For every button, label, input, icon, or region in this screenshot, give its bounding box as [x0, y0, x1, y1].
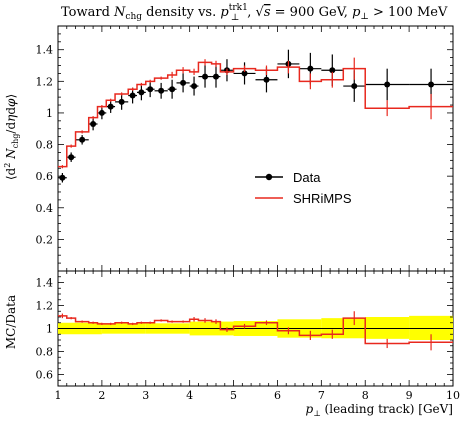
data-point — [180, 79, 187, 86]
legend-data-marker — [265, 173, 273, 181]
main-panel: 0.2 0.4 0.6 0.8 1 1.2 1.4 — [36, 25, 454, 272]
main-y-tick-label: 1.4 — [36, 44, 54, 57]
x-tick-label: 8 — [362, 389, 369, 402]
data-point — [169, 86, 176, 93]
main-y-tick-label: 0.6 — [36, 170, 54, 183]
data-point — [129, 92, 136, 99]
x-axis-title: p⊥ (leading track) [GeV] — [306, 402, 453, 418]
data-point — [79, 136, 86, 143]
x-tick-label: 6 — [274, 389, 281, 402]
x-tick-label: 10 — [446, 389, 460, 402]
data-point — [138, 89, 145, 96]
ratio-y-tick-label: 1.4 — [36, 277, 54, 290]
main-y-tick-label: 0.8 — [36, 139, 54, 152]
x-tick-label: 4 — [186, 389, 193, 402]
data-point — [147, 86, 154, 93]
x-tick-label: 5 — [230, 389, 237, 402]
main-y-tick-label: 1.2 — [36, 75, 54, 88]
ratio-shrimps-line — [58, 315, 453, 345]
data-point — [428, 81, 435, 88]
data-point — [384, 81, 391, 88]
data-point — [107, 103, 114, 110]
data-point — [241, 70, 248, 77]
data-point — [202, 73, 209, 80]
x-tick-label: 1 — [55, 389, 62, 402]
ratio-y-tick-label: 1 — [46, 323, 53, 336]
legend-data-label: Data — [293, 170, 321, 185]
data-point — [191, 83, 198, 90]
ratio-y-axis-title: MC/Data — [4, 295, 18, 349]
chart-title: Toward Nchg density vs. ptrk1 ⊥, √s = 900… — [61, 3, 448, 23]
ratio-panel: 0.6 0.8 1 1.2 1.4 1 2 3 4 5 6 7 8 9 10 — [36, 270, 460, 402]
x-tick-label: 2 — [98, 389, 105, 402]
main-y-tick-label: 0.2 — [36, 233, 54, 246]
main-frame — [57, 25, 454, 272]
ratio-band-segment — [365, 317, 410, 339]
main-y-tick-label: 0.4 — [36, 202, 54, 215]
data-point — [158, 87, 165, 94]
ratio-y-tick-label: 1.2 — [36, 300, 54, 313]
data-point — [263, 76, 270, 83]
legend: Data SHRiMPS — [255, 170, 352, 206]
ratio-y-tick-label: 0.8 — [36, 346, 54, 359]
data-point — [307, 65, 314, 72]
data-point — [98, 109, 105, 116]
main-shrimps-line — [58, 61, 453, 168]
main-y-tick-label: 1 — [46, 107, 53, 120]
data-point — [59, 174, 66, 181]
data-point — [351, 83, 358, 90]
legend-shrimps-label: SHRiMPS — [293, 191, 352, 206]
data-point — [213, 73, 219, 80]
x-tick-label: 9 — [406, 389, 413, 402]
main-y-axis-title: ⟨d2 Nchg/dηdφ⟩ — [3, 94, 20, 180]
data-point — [90, 121, 97, 127]
data-point — [118, 98, 125, 105]
data-point — [68, 154, 75, 161]
data-point — [329, 67, 336, 74]
ratio-y-tick-label: 0.6 — [36, 369, 54, 382]
x-tick-label: 7 — [318, 389, 325, 402]
x-tick-label: 3 — [142, 389, 149, 402]
